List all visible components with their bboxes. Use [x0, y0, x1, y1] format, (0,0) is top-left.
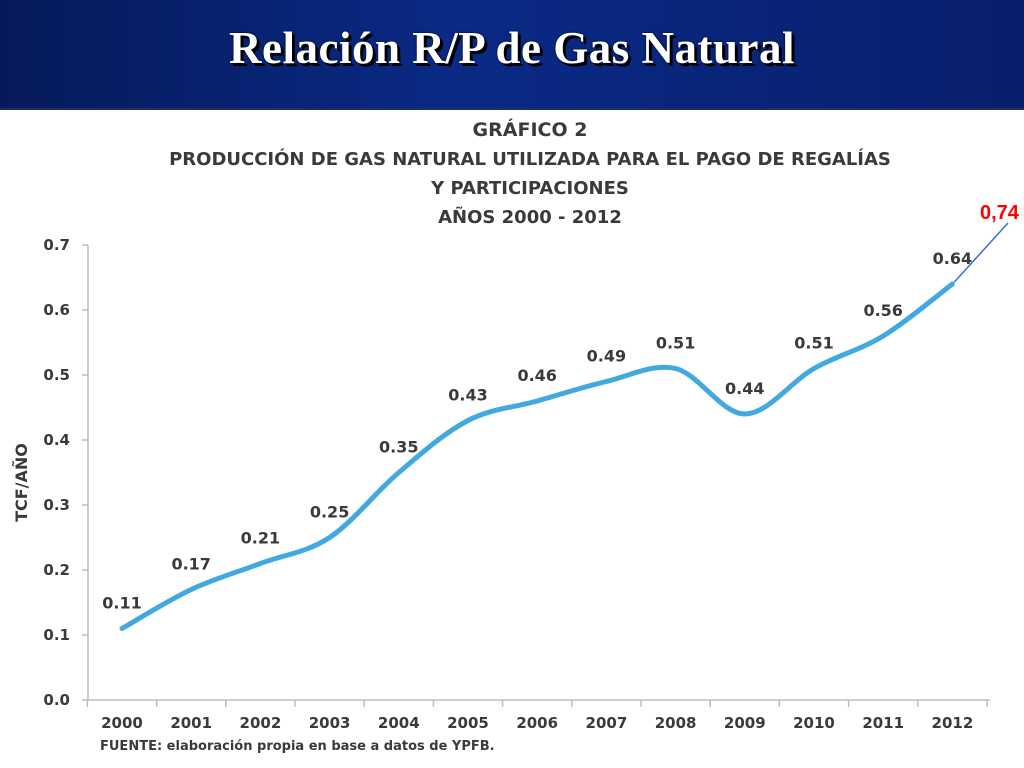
x-tick-label: 2004	[378, 714, 420, 732]
chart-title-line-1: GRÁFICO 2	[472, 119, 588, 141]
x-tick-label: 2012	[932, 714, 974, 732]
x-tick-label: 2002	[240, 714, 282, 732]
data-label: 0.51	[656, 334, 695, 353]
chart-title-block: GRÁFICO 2 PRODUCCIÓN DE GAS NATURAL UTIL…	[40, 116, 1020, 232]
y-tick-label: 0.4	[43, 431, 70, 449]
data-label: 0.46	[517, 366, 556, 385]
y-tick-label: 0.7	[43, 236, 70, 254]
x-tick-label: 2006	[516, 714, 558, 732]
data-labels: 0.11 0.17 0.21 0.25 0.35 0.43 0.46 0.49 0.51 0.44…	[102, 249, 972, 613]
x-tick-label: 2000	[101, 714, 143, 732]
y-tick-label: 0.3	[43, 496, 70, 514]
annotation-label: 0,74	[980, 202, 1020, 224]
x-tick-label: 2009	[724, 714, 766, 732]
chart-title-line-2: PRODUCCIÓN DE GAS NATURAL UTILIZADA PARA…	[169, 149, 891, 170]
data-label: 0.17	[171, 555, 210, 574]
y-axis-label: TCF/AÑO	[12, 443, 31, 522]
annotation-leader-line	[953, 222, 1009, 283]
y-tick-label: 0.0	[43, 691, 70, 709]
data-label: 0.51	[794, 334, 833, 353]
data-label: 0.25	[310, 503, 349, 522]
slide-header: Relación R/P de Gas Natural	[0, 0, 1024, 110]
y-tick-label: 0.1	[43, 626, 70, 644]
slide-title: Relación R/P de Gas Natural	[229, 23, 795, 73]
data-label: 0.11	[102, 594, 141, 613]
x-tick-label: 2011	[862, 714, 904, 732]
data-label: 0.35	[379, 438, 418, 457]
chart-title-line-4: AÑOS 2000 - 2012	[438, 207, 622, 228]
x-tick-label: 2010	[793, 714, 835, 732]
chart-title-line-3: Y PARTICIPACIONES	[431, 178, 629, 199]
data-label: 0.44	[725, 379, 764, 398]
x-tick-label: 2005	[447, 714, 489, 732]
data-label: 0.43	[448, 386, 487, 405]
x-tick-label: 2003	[309, 714, 351, 732]
data-label: 0.64	[933, 249, 972, 268]
y-axis: 0.0 0.1 0.2 0.3 0.4 0.5 0.6 0.7	[43, 236, 89, 709]
data-label: 0.49	[587, 347, 626, 366]
y-tick-label: 0.5	[43, 366, 70, 384]
series-line	[119, 281, 955, 631]
chart-source-note: FUENTE: elaboración propia en base a dat…	[100, 739, 495, 754]
y-tick-label: 0.2	[43, 561, 70, 579]
x-tick-label: 2008	[655, 714, 697, 732]
x-axis: 2000 2001 2002 2003 2004 2005 2006 2007 2008 2009…	[86, 699, 990, 732]
x-tick-label: 2001	[170, 714, 212, 732]
y-tick-label: 0.6	[43, 301, 70, 319]
x-tick-label: 2007	[586, 714, 628, 732]
data-label: 0.56	[863, 301, 902, 320]
data-label: 0.21	[241, 529, 280, 548]
